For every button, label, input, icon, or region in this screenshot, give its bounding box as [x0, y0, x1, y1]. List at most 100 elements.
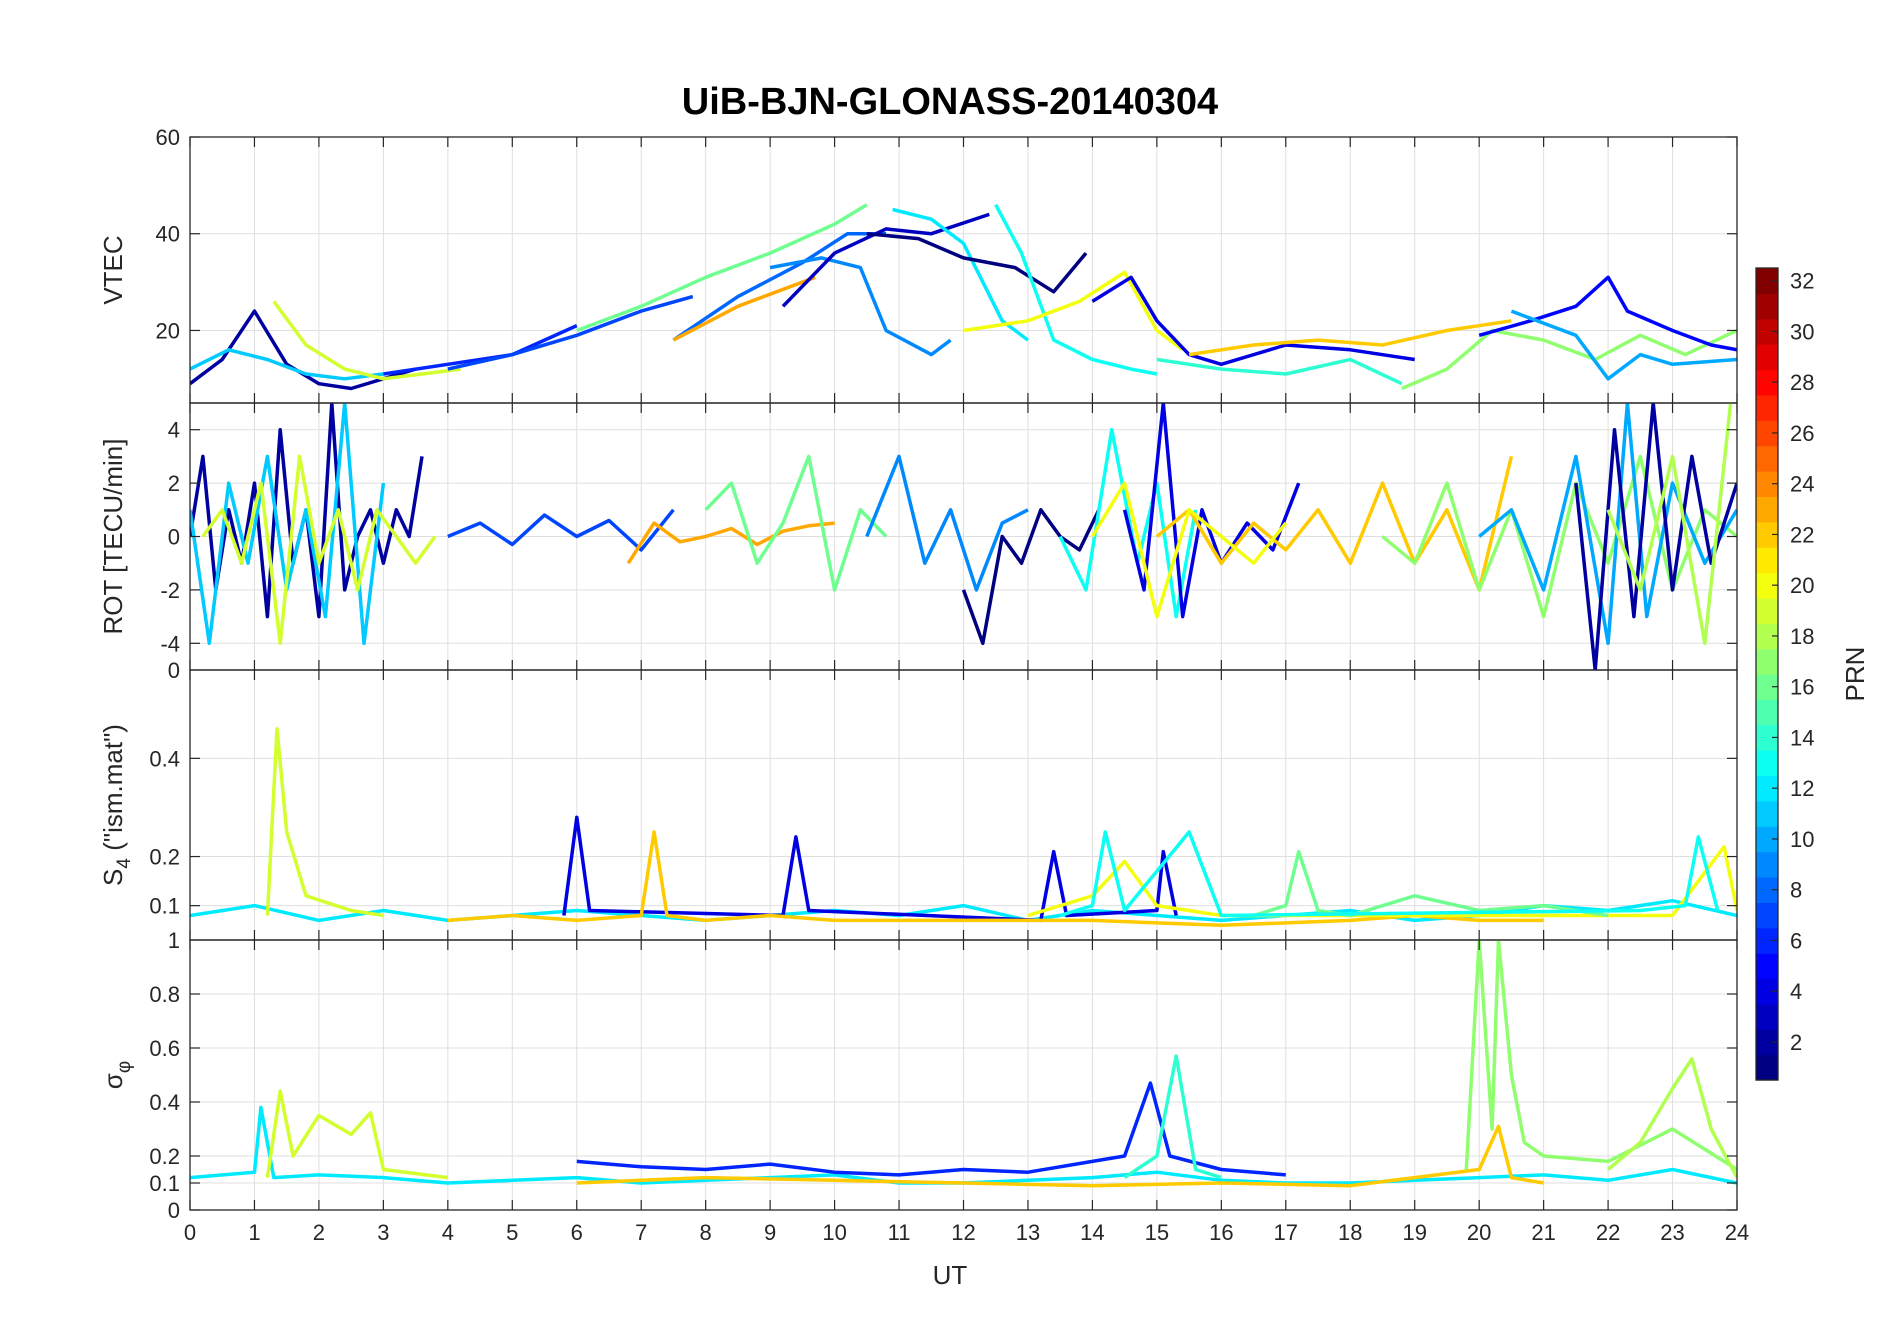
colorbar-tick-label: 4	[1790, 979, 1802, 1004]
colorbar-tick-label: 16	[1790, 675, 1814, 700]
colorbar-tick-label: 32	[1790, 269, 1814, 294]
y-tick-label: -2	[160, 578, 180, 603]
colorbar-cell	[1756, 953, 1778, 980]
gridlines	[189, 136, 1738, 403]
x-tick-label: 19	[1402, 1220, 1426, 1245]
colorbar-cell	[1756, 1054, 1778, 1081]
colorbar-tick-label: 2	[1790, 1030, 1802, 1055]
colorbar-cell	[1756, 1029, 1778, 1056]
x-tick-label: 8	[700, 1220, 712, 1245]
colorbar-cell	[1756, 369, 1778, 396]
x-tick-label: 11	[888, 1220, 911, 1245]
colorbar-cell	[1756, 471, 1778, 497]
colorbar-tick-label: 20	[1790, 573, 1814, 598]
colorbar-tick-label: 14	[1790, 725, 1814, 750]
series-line-prn-20	[963, 270, 1184, 352]
y-tick-label: 20	[156, 318, 180, 343]
series-line-prn-4	[1091, 275, 1415, 367]
colorbar-tick-label: 30	[1790, 319, 1814, 344]
x-tick-label: 24	[1725, 1220, 1749, 1245]
series-line-prn-6	[576, 1081, 1286, 1177]
y-tick-label: -4	[160, 631, 180, 656]
colorbar-cell	[1756, 547, 1778, 574]
y-tick-label: 0.4	[149, 1090, 180, 1115]
y-tick-label: 0.6	[149, 1036, 180, 1061]
colorbar-tick-label: 24	[1790, 472, 1814, 497]
series-line-prn-13	[1059, 830, 1720, 918]
series-line-prn-11	[190, 348, 384, 381]
y-tick-label: 0.2	[149, 1144, 180, 1169]
y-tick-label: 0.2	[149, 845, 180, 870]
colorbar-label: PRN	[1840, 647, 1870, 702]
series-line-prn-4	[1122, 403, 1301, 619]
y-tick-label: 4	[168, 418, 180, 443]
colorbar-cell	[1756, 978, 1778, 1005]
series-line-prn-5	[1478, 275, 1737, 352]
colorbar-cell	[1756, 648, 1778, 675]
colorbar-cell	[1756, 572, 1778, 599]
x-tick-label: 9	[764, 1220, 776, 1245]
colorbar-tick-label: 8	[1790, 878, 1802, 903]
y-tick-label: 0	[168, 525, 180, 550]
series-line-prn-19	[272, 300, 461, 381]
x-tick-label: 3	[377, 1220, 389, 1245]
series-line-prn-17	[1401, 328, 1737, 391]
colorbar-cell	[1756, 800, 1778, 827]
colorbar-tick-label: 12	[1790, 776, 1814, 801]
colorbar-cell	[1756, 826, 1778, 853]
series-line-prn-14	[1123, 1054, 1222, 1180]
colorbar-tick-label: 18	[1790, 624, 1814, 649]
panel-2: -4 -2 0 2 4 ROT [TECU/min]	[98, 402, 1738, 671]
series-line-prn-18	[1606, 1057, 1737, 1179]
series-line-prn-19	[201, 454, 437, 646]
series-line-prn-9	[865, 454, 1029, 592]
x-tick-label: 7	[635, 1220, 647, 1245]
colorbar-cell	[1756, 496, 1778, 523]
series-line-prn-10	[1478, 403, 1737, 646]
series-line-prn-10	[1510, 309, 1737, 381]
series-line-prn-14	[1156, 357, 1403, 386]
series-line-prn-20	[1090, 481, 1288, 619]
colorbar-cell	[1756, 674, 1778, 700]
y-tick-label: 0.1	[149, 1171, 180, 1196]
colorbar-cell	[1756, 521, 1778, 548]
x-tick-label: 0	[184, 1220, 196, 1245]
colorbar-cell	[1756, 902, 1778, 929]
y-tick-label: 60	[156, 125, 180, 150]
series-line-prn-17	[1464, 940, 1737, 1171]
y-axis-label: ROT [TECU/min]	[98, 439, 128, 635]
x-tick-label: 13	[1016, 1220, 1040, 1245]
series-line-prn-4	[562, 815, 1178, 923]
colorbar-cell	[1756, 445, 1778, 472]
x-tick-label: 21	[1531, 1220, 1555, 1245]
series-line-prn-22	[447, 830, 1544, 928]
colorbar-cell	[1756, 623, 1778, 650]
series-line-prn-12	[892, 207, 1030, 342]
y-tick-label: 1	[168, 928, 180, 953]
series-line-prn-19	[265, 727, 384, 918]
y-tick-label: 0.4	[149, 746, 180, 771]
series-line-prn-7	[447, 508, 675, 552]
colorbar-cell	[1756, 1003, 1778, 1030]
series-group	[190, 727, 1737, 928]
gridlines	[189, 403, 1738, 670]
y-axis-label: VTEC	[98, 235, 128, 304]
x-tick-labels: 0 1 2 3 4 5 6 7 8 9 10 11 12 13 14 15 16 17 18 19 20 21 22 23 24	[184, 1220, 1749, 1245]
series-line-prn-16	[576, 203, 868, 333]
colorbar-tick-label: 22	[1790, 522, 1814, 547]
colorbar-cell	[1756, 699, 1778, 726]
x-tick-label: 4	[442, 1220, 454, 1245]
gridlines	[189, 670, 1738, 940]
colorbar-cell	[1756, 597, 1778, 624]
x-tick-label: 6	[571, 1220, 583, 1245]
colorbar-tick-label: 6	[1790, 928, 1802, 953]
colorbar-cell	[1756, 394, 1778, 421]
colorbar-tick-label: 10	[1790, 827, 1814, 852]
series-line-prn-13	[994, 203, 1158, 376]
colorbar-cell	[1756, 318, 1778, 345]
series-group	[190, 940, 1737, 1188]
series-line-prn-22	[576, 1124, 1544, 1188]
colorbar-tick-label: 26	[1790, 421, 1814, 446]
